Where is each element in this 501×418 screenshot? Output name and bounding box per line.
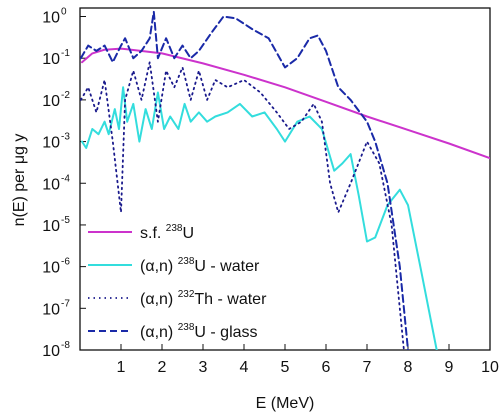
y-tick-label: 10 xyxy=(42,93,60,110)
y-tick-label: 10 xyxy=(42,343,60,360)
x-tick-label: 1 xyxy=(117,359,126,376)
y-tick-label: 10 xyxy=(42,302,60,319)
legend-label-part: U xyxy=(182,225,194,242)
y-tick-base: 10 xyxy=(42,51,60,68)
y-tick-label: 10 xyxy=(42,260,60,277)
x-tick-label: 5 xyxy=(281,359,290,376)
legend-label-part: Th - water xyxy=(194,291,267,308)
y-tick-exponent: 0 xyxy=(61,6,67,17)
legend-label-part: s.f. xyxy=(140,225,166,242)
y-tick-exponent: -7 xyxy=(61,298,70,309)
legend-label-sup: 238 xyxy=(166,223,183,234)
legend-label: (α,n) 238U - water xyxy=(140,256,260,276)
y-tick-exponent: -1 xyxy=(61,48,70,59)
x-tick-label: 6 xyxy=(322,359,331,376)
x-tick-label: 7 xyxy=(363,359,372,376)
y-tick-exponent: -5 xyxy=(61,215,70,226)
legend-label: s.f. 238U xyxy=(140,223,194,243)
y-tick-exponent-text: -7 xyxy=(61,298,70,309)
y-tick-base: 10 xyxy=(42,302,60,319)
y-tick-exponent: -2 xyxy=(61,90,70,101)
series-line xyxy=(81,47,490,160)
legend-label: (α,n) 238U - glass xyxy=(140,322,258,342)
y-tick-exponent-text: -3 xyxy=(61,131,70,142)
legend-label-sup: 232 xyxy=(178,289,195,300)
y-tick-label: 10 xyxy=(42,10,60,27)
y-tick-exponent-text: -6 xyxy=(61,256,70,267)
y-tick-exponent-text: -2 xyxy=(61,90,70,101)
y-tick-label: 10 xyxy=(42,218,60,235)
y-tick-exponent: -4 xyxy=(61,173,70,184)
y-tick-exponent-text: 0 xyxy=(61,6,67,17)
y-tick-base: 10 xyxy=(42,260,60,277)
y-tick-exponent: -3 xyxy=(61,131,70,142)
y-tick-base: 10 xyxy=(42,218,60,235)
legend-label-part: U - glass xyxy=(194,324,257,341)
y-axis-title: n(E) per μg y xyxy=(11,134,28,227)
legend-label-part: U - water xyxy=(194,258,260,275)
y-tick-exponent: -6 xyxy=(61,256,70,267)
y-tick-base: 10 xyxy=(42,135,60,152)
x-tick-label: 4 xyxy=(240,359,249,376)
y-tick-base: 10 xyxy=(42,176,60,193)
y-tick-exponent: -8 xyxy=(61,340,70,351)
y-tick-exponent-text: -5 xyxy=(61,215,70,226)
x-axis-title: E (MeV) xyxy=(256,395,315,412)
legend-label-part: (α,n) xyxy=(140,324,178,341)
y-tick-base: 10 xyxy=(42,93,60,110)
plot-area xyxy=(80,10,490,350)
x-tick-label: 9 xyxy=(445,359,454,376)
legend-label-part: (α,n) xyxy=(140,258,178,275)
series-line xyxy=(80,10,409,350)
series-line xyxy=(80,61,405,350)
x-tick-label: 2 xyxy=(158,359,167,376)
y-tick-label: 10 xyxy=(42,135,60,152)
legend-label: (α,n) 232Th - water xyxy=(140,289,267,309)
legend-label-part: (α,n) xyxy=(140,291,178,308)
legend-label-sup: 238 xyxy=(178,322,195,333)
y-tick-exponent-text: -4 xyxy=(61,173,70,184)
series-line xyxy=(81,86,438,350)
x-tick-label: 8 xyxy=(404,359,413,376)
y-tick-label: 10 xyxy=(42,176,60,193)
x-tick-label: 10 xyxy=(481,359,499,376)
y-tick-base: 10 xyxy=(42,10,60,27)
x-tick-label: 3 xyxy=(199,359,208,376)
y-tick-exponent-text: -8 xyxy=(61,340,70,351)
y-tick-exponent-text: -1 xyxy=(61,48,70,59)
y-tick-base: 10 xyxy=(42,343,60,360)
legend-label-sup: 238 xyxy=(178,256,195,267)
y-tick-label: 10 xyxy=(42,51,60,68)
